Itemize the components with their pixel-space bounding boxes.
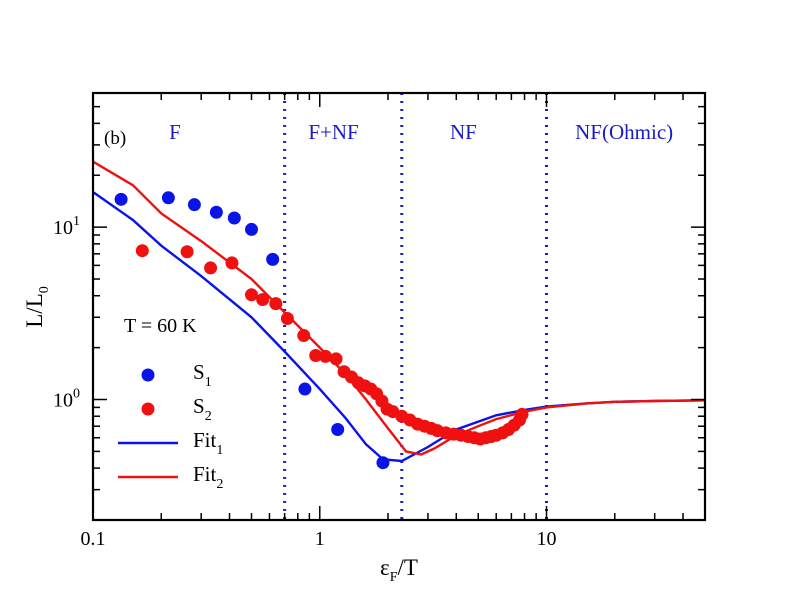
data-point-s2 (135, 244, 149, 258)
y-axis-label: L/L0 (22, 286, 52, 328)
data-point-s1 (114, 192, 128, 206)
x-axis-label-rest: /T (398, 555, 418, 580)
y-axis-label-main: L/L (22, 293, 47, 328)
data-point-s2 (180, 245, 194, 259)
legend-label-main: Fit (193, 428, 217, 452)
legend-label: Fit1 (193, 428, 223, 458)
y-tick-label-base: 10 (53, 390, 73, 412)
legend-label-main: S (193, 394, 205, 418)
data-point-s2 (225, 256, 239, 270)
y-tick-label-exp: 0 (73, 387, 80, 402)
plot-frame (91, 91, 707, 522)
x-axis-label-sub: F (390, 570, 398, 585)
data-points (114, 191, 529, 470)
legend-label-sub: 2 (205, 409, 212, 424)
legend-marker (141, 368, 155, 382)
region-labels: F F+NF NF NF(Ohmic) (169, 120, 673, 144)
data-point-s2 (204, 261, 218, 275)
legend-marker (141, 402, 155, 416)
data-point-s1 (187, 198, 201, 212)
x-axis-label-main: ε (380, 555, 390, 580)
data-point-s2 (297, 329, 311, 343)
data-point-s2 (309, 349, 323, 363)
data-point-s2 (269, 297, 283, 311)
region-label: F (169, 120, 181, 144)
region-label: F+NF (308, 120, 358, 144)
legend-label: S2 (193, 394, 212, 424)
data-point-s1 (209, 205, 223, 219)
data-point-s2 (329, 352, 343, 366)
y-tick-label-base: 10 (53, 217, 73, 239)
data-point-s1 (227, 211, 241, 225)
y-tick-label-exp: 1 (73, 214, 80, 229)
data-point-s1 (161, 191, 175, 205)
data-point-s1 (376, 456, 390, 470)
y-tick-label: 101 (53, 214, 80, 239)
x-tick-labels: 0.1 1 10 (81, 528, 557, 550)
region-label: NF (450, 120, 477, 144)
data-point-s2 (318, 349, 332, 363)
data-point-s1 (331, 422, 345, 436)
data-point-s1 (298, 382, 312, 396)
data-point-s2 (244, 288, 258, 302)
panel-label: (b) (104, 128, 126, 149)
data-point-s1 (266, 252, 280, 266)
data-point-s2 (256, 293, 270, 307)
legend-label-sub: 1 (205, 375, 212, 390)
legend-label: S1 (193, 360, 212, 390)
data-point-s2 (515, 407, 529, 421)
y-axis-label-sub: 0 (37, 286, 52, 293)
data-point-s2 (280, 312, 294, 326)
legend-label: Fit2 (193, 462, 223, 492)
legend-label-sub: 2 (216, 477, 223, 492)
legend-label-sub: 1 (216, 443, 223, 458)
temperature-annotation: T = 60 K (124, 315, 197, 337)
x-tick-label: 1 (315, 528, 325, 550)
data-point-s1 (244, 222, 258, 236)
y-tick-label: 100 (53, 387, 80, 412)
legend-label-main: Fit (193, 462, 217, 486)
region-label: NF(Ohmic) (575, 120, 673, 144)
x-axis-label: εF/T (380, 555, 418, 585)
x-tick-label: 10 (537, 528, 557, 550)
x-tick-label: 0.1 (81, 528, 106, 550)
legend-label-main: S (193, 360, 205, 384)
